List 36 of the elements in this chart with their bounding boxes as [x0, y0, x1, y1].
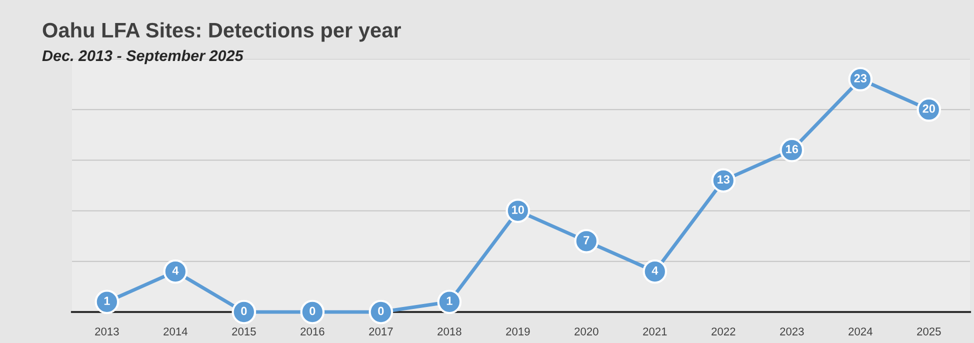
- x-tick-label: 2015: [232, 328, 256, 336]
- data-label: 10: [512, 206, 524, 214]
- point: [94, 290, 120, 314]
- data-label: 0: [241, 306, 247, 316]
- x-tick-label: 2024: [848, 328, 872, 336]
- point: [574, 229, 599, 254]
- point: [300, 300, 325, 324]
- point: [163, 259, 188, 284]
- data-label: 20: [922, 104, 935, 113]
- data-label: 0: [310, 306, 316, 316]
- data-label: 1: [104, 296, 110, 305]
- point: [642, 259, 668, 284]
- x-tick-label: 2023: [780, 328, 804, 336]
- data-label: 23: [854, 74, 867, 82]
- x-tick-label: 2014: [164, 328, 188, 336]
- x-tick-label: 2018: [438, 328, 462, 336]
- data-label: 7: [584, 236, 590, 244]
- data-label: 16: [786, 144, 798, 154]
- x-tick-label: 2017: [369, 328, 393, 336]
- data-label: 1: [446, 296, 452, 305]
- data-label: 4: [172, 266, 179, 275]
- data-label: 0: [378, 306, 384, 316]
- x-tick-label: 2022: [712, 328, 736, 336]
- data-label: 4: [652, 266, 658, 275]
- x-tick-label: 2013: [95, 328, 119, 336]
- point: [437, 290, 462, 314]
- x-tick-label: 2021: [643, 328, 667, 336]
- data-label: 13: [718, 175, 730, 184]
- point: [368, 300, 394, 324]
- x-tick-label: 2025: [917, 328, 941, 336]
- point: [232, 300, 256, 324]
- x-tick-label: 2016: [300, 328, 324, 336]
- x-tick-label: 2020: [574, 328, 598, 336]
- chart-subtitle: Dec. 2013 - September 2025: [42, 50, 244, 64]
- x-tick-label: 2019: [506, 328, 530, 336]
- chart-title: Oahu LFA Sites: Detections per year: [42, 22, 401, 42]
